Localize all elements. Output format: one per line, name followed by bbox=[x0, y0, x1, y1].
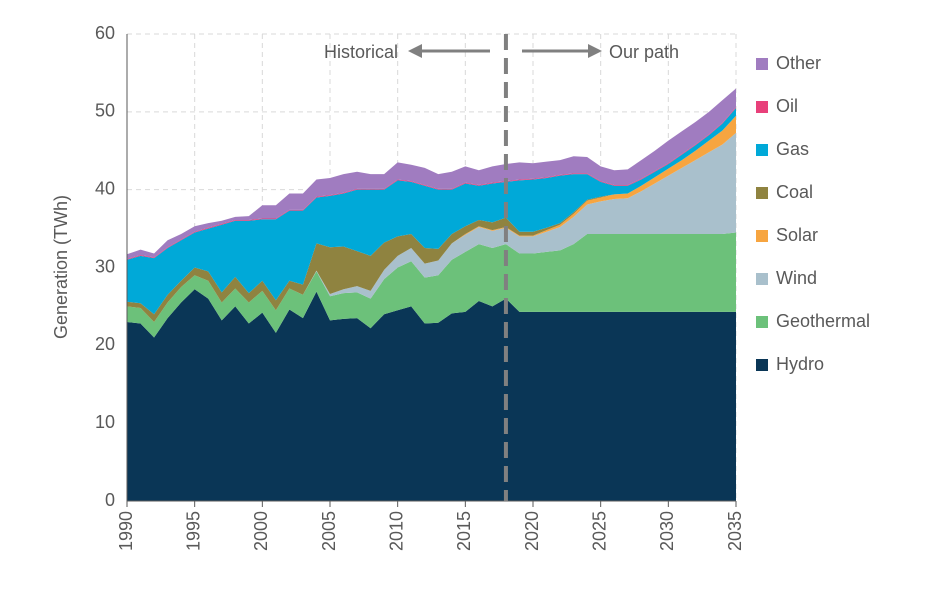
y-tick-label: 30 bbox=[95, 256, 115, 276]
legend: Hydro Geothermal Wind Solar Coal Gas Oil Other bbox=[756, 53, 870, 374]
legend-label: Hydro bbox=[776, 354, 824, 374]
x-tick-label: 2010 bbox=[386, 511, 406, 551]
x-tick-label: 2035 bbox=[725, 511, 745, 551]
legend-label: Other bbox=[776, 53, 821, 73]
x-tick-label: 2015 bbox=[454, 511, 474, 551]
y-tick-label: 40 bbox=[95, 178, 115, 198]
legend-swatch bbox=[756, 58, 768, 70]
y-tick-label: 20 bbox=[95, 334, 115, 354]
area bbox=[127, 88, 736, 259]
area bbox=[127, 107, 736, 315]
legend-label: Wind bbox=[776, 268, 817, 288]
legend-label: Geothermal bbox=[776, 311, 870, 331]
x-tick-label: 2005 bbox=[319, 511, 339, 551]
x-tick-label: 1990 bbox=[116, 511, 136, 551]
legend-swatch bbox=[756, 101, 768, 113]
x-tick-label: 2000 bbox=[251, 511, 271, 551]
legend-label: Solar bbox=[776, 225, 818, 245]
arrowhead bbox=[588, 44, 602, 58]
y-tick-label: 50 bbox=[95, 101, 115, 121]
legend-swatch bbox=[756, 273, 768, 285]
area bbox=[127, 132, 736, 322]
y-tick-label: 60 bbox=[95, 23, 115, 43]
x-tick-label: 2030 bbox=[657, 511, 677, 551]
legend-swatch bbox=[756, 144, 768, 156]
legend-swatch bbox=[756, 230, 768, 242]
x-tick-label: 2025 bbox=[589, 511, 609, 551]
area bbox=[127, 232, 736, 338]
y-tick-label: 0 bbox=[105, 490, 115, 510]
legend-label: Gas bbox=[776, 139, 809, 159]
areas bbox=[127, 88, 736, 501]
x-tick-label: 1995 bbox=[183, 511, 203, 551]
legend-swatch bbox=[756, 187, 768, 199]
x-tick-label: 2020 bbox=[522, 511, 542, 551]
annotation: Historical bbox=[324, 42, 398, 62]
legend-label: Coal bbox=[776, 182, 813, 202]
legend-label: Oil bbox=[776, 96, 798, 116]
legend-swatch bbox=[756, 316, 768, 328]
y-axis-label: Generation (TWh) bbox=[51, 195, 71, 339]
annotation: Our path bbox=[609, 42, 679, 62]
area bbox=[127, 289, 736, 501]
y-tick-label: 10 bbox=[95, 412, 115, 432]
arrowhead bbox=[408, 44, 422, 58]
legend-swatch bbox=[756, 359, 768, 371]
